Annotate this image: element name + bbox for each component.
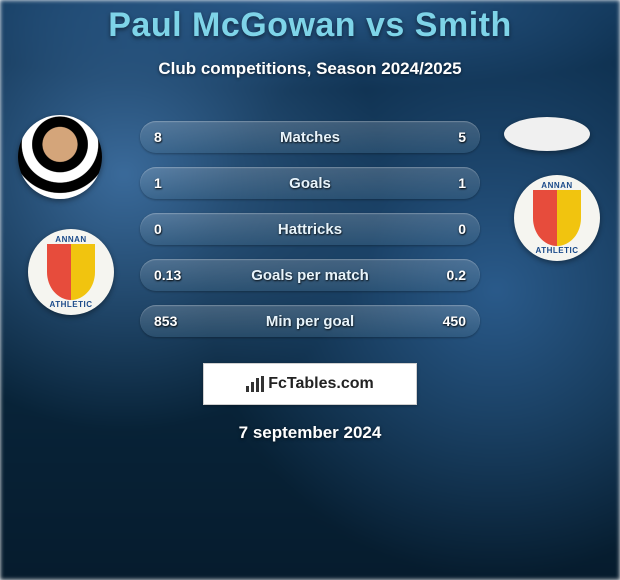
stat-value-right: 5 (458, 129, 466, 145)
stat-value-left: 0.13 (154, 267, 181, 283)
badge-text-top: ANNAN (514, 181, 600, 190)
stat-row: 0.13 Goals per match 0.2 (140, 259, 480, 291)
page-title: Paul McGowan vs Smith (0, 6, 620, 45)
stat-label: Goals per match (251, 267, 369, 284)
stat-value-right: 1 (458, 175, 466, 191)
stat-row: 1 Goals 1 (140, 167, 480, 199)
stat-value-left: 853 (154, 313, 177, 329)
stat-row: 853 Min per goal 450 (140, 305, 480, 337)
player1-avatar (18, 115, 102, 199)
stat-value-left: 1 (154, 175, 162, 191)
badge-text-bottom: ATHLETIC (514, 246, 600, 255)
stat-label: Min per goal (266, 313, 354, 330)
comparison-stage: ANNAN ATHLETIC ANNAN ATHLETIC 8 Matches 5 1… (0, 105, 620, 355)
stat-label: Matches (280, 129, 340, 146)
stat-row: 8 Matches 5 (140, 121, 480, 153)
stat-value-left: 0 (154, 221, 162, 237)
badge-text-top: ANNAN (28, 235, 114, 244)
source-logo: FcTables.com (203, 363, 417, 405)
stat-value-left: 8 (154, 129, 162, 145)
stat-value-right: 0 (458, 221, 466, 237)
player2-avatar (504, 117, 590, 151)
stat-rows: 8 Matches 5 1 Goals 1 0 Hattricks 0 0.13 Goals per… (140, 121, 480, 351)
stat-label: Goals (289, 175, 331, 192)
shield-icon (47, 244, 95, 300)
stat-value-right: 450 (443, 313, 466, 329)
player2-club-badge: ANNAN ATHLETIC (514, 175, 600, 261)
player1-club-badge: ANNAN ATHLETIC (28, 229, 114, 315)
subtitle: Club competitions, Season 2024/2025 (0, 59, 620, 79)
stat-value-right: 0.2 (447, 267, 466, 283)
bar-chart-icon (246, 376, 264, 392)
badge-text-bottom: ATHLETIC (28, 300, 114, 309)
stat-label: Hattricks (278, 221, 342, 238)
logo-text: FcTables.com (268, 375, 374, 393)
stat-row: 0 Hattricks 0 (140, 213, 480, 245)
shield-icon (533, 190, 581, 246)
infographic: Paul McGowan vs Smith Club competitions,… (0, 0, 620, 580)
date: 7 september 2024 (0, 423, 620, 443)
